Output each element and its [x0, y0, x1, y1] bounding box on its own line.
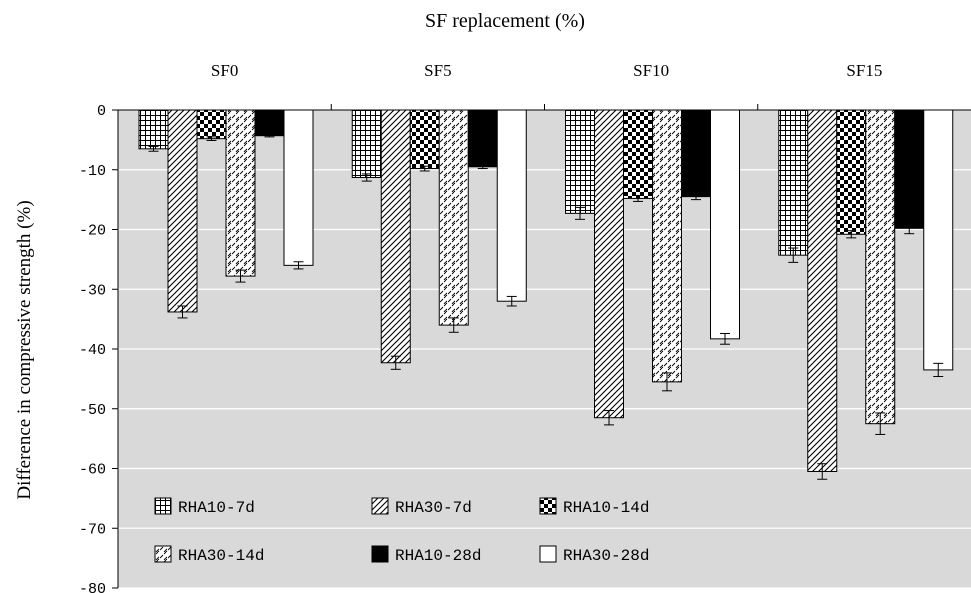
bar-rha10-28d: [894, 109, 925, 229]
bar-rha10-7d: [351, 109, 382, 179]
legend-item: RHA10-28d: [371, 545, 481, 565]
legend-swatch: [539, 497, 557, 515]
legend-label: RHA30-14d: [178, 547, 264, 565]
y-axis-label: Difference in compressive strength (%): [14, 200, 35, 499]
category-labels: SF0 SF5 SF10 SF15: [211, 61, 882, 110]
bar-rha30-7d: [167, 109, 198, 313]
bar-rha10-7d: [778, 109, 809, 256]
error-bar: [206, 136, 217, 141]
y-tick-label: -40: [79, 342, 106, 359]
legend-label: RHA10-7d: [178, 499, 255, 517]
error-bar: [506, 295, 517, 307]
bar-rha10-28d: [467, 109, 498, 168]
bar-rha30-7d: [594, 109, 624, 419]
legend-label: RHA10-14d: [563, 499, 649, 517]
y-tick-label: -10: [79, 163, 106, 180]
error-bar: [875, 412, 886, 435]
legend-label: RHA30-28d: [563, 547, 649, 565]
error-bar: [662, 372, 672, 392]
error-bar: [933, 362, 944, 377]
error-bar: [604, 410, 614, 426]
legend-swatch: [371, 497, 389, 515]
legend-label: RHA30-7d: [395, 499, 472, 517]
error-bar: [177, 305, 188, 319]
bar-rha10-28d: [681, 109, 711, 198]
bar-rha10-7d: [138, 109, 169, 150]
y-tick-label: 0: [97, 103, 106, 120]
legend-swatch: [371, 545, 389, 563]
error-bar: [788, 247, 799, 263]
error-bar: [720, 332, 730, 345]
category-label: SF0: [211, 61, 238, 80]
bar-rha30-28d: [923, 109, 954, 371]
bar-rha10-14d: [196, 109, 227, 140]
bar-rha30-28d: [496, 109, 527, 302]
bar-rha10-7d: [565, 109, 595, 214]
error-bar: [633, 194, 643, 202]
legend-item: RHA10-14d: [539, 497, 649, 517]
y-tick-label: -20: [79, 223, 106, 240]
y-tick-label: -60: [79, 462, 106, 479]
bar-rha30-7d: [807, 109, 838, 472]
error-bar: [293, 261, 304, 270]
legend-item: RHA30-28d: [539, 545, 649, 565]
category-label: SF10: [633, 61, 669, 80]
error-bar: [419, 165, 430, 172]
bar-rha10-14d: [409, 109, 440, 170]
error-bar: [448, 317, 459, 333]
legend-label: RHA10-28d: [395, 547, 481, 565]
bar-rha10-14d: [623, 109, 653, 199]
bar-rha30-14d: [438, 109, 469, 326]
bar-rha30-14d: [865, 109, 896, 425]
bars: [138, 109, 954, 480]
bar-rha30-28d: [283, 109, 314, 266]
legend-swatch: [154, 497, 172, 515]
error-bar: [904, 222, 915, 235]
y-tick-label: -70: [79, 521, 106, 538]
category-label: SF15: [846, 61, 882, 80]
bar-rha30-14d: [225, 109, 256, 277]
legend-item: RHA10-7d: [154, 497, 255, 517]
bar-rha30-28d: [710, 109, 740, 340]
legend-swatch: [539, 545, 557, 563]
error-bar: [264, 133, 275, 138]
legend-item: RHA30-14d: [154, 545, 264, 565]
bar-rha10-14d: [836, 109, 867, 235]
bar-rha10-28d: [254, 109, 285, 137]
error-bar: [575, 206, 585, 220]
error-bar: [148, 145, 159, 152]
legend: RHA10-7d RHA30-7d RHA10-14d RHA30-14d RHA10-…: [154, 497, 649, 565]
error-bar: [846, 230, 857, 239]
bar-rha30-7d: [380, 109, 411, 364]
error-bar: [390, 355, 401, 370]
y-tick-label: -80: [79, 581, 106, 593]
bar-rha30-14d: [652, 109, 682, 383]
gridlines: [118, 169, 971, 589]
error-bar: [361, 173, 372, 182]
y-tick-label: -50: [79, 402, 106, 419]
error-bar: [477, 164, 488, 170]
legend-item: RHA30-7d: [371, 497, 472, 517]
error-bar: [817, 463, 828, 480]
category-label: SF5: [424, 61, 451, 80]
chart-title: SF replacement (%): [425, 10, 585, 32]
y-axis-ticks: 0 -10 -20 -30 -40 -50 -60 -70 -80: [79, 103, 118, 593]
error-bar: [691, 193, 701, 201]
error-bar: [235, 269, 246, 283]
legend-swatch: [154, 545, 172, 563]
y-tick-label: -30: [79, 282, 106, 299]
